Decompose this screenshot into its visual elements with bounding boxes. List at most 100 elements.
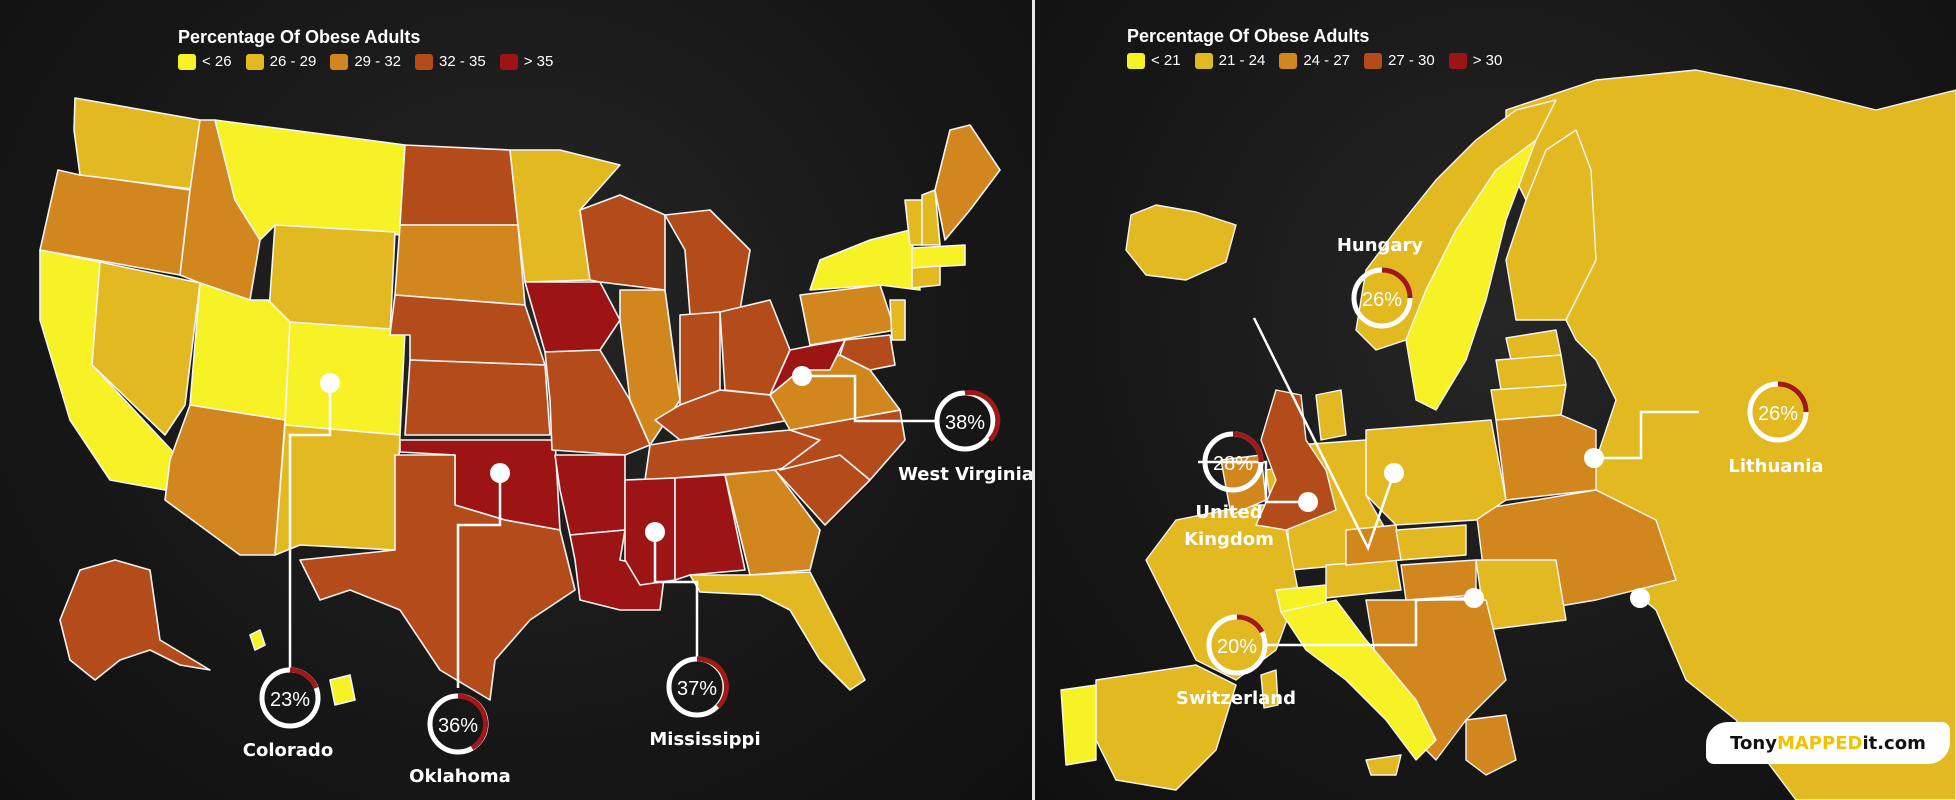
eu-legend-item: > 30 bbox=[1448, 52, 1503, 69]
state-alabama bbox=[674, 474, 746, 581]
callout-switzerland: 20% Switzerland bbox=[1176, 588, 1484, 709]
callout-label: West Virginia bbox=[898, 464, 1032, 485]
callout-label: Oklahoma bbox=[409, 766, 511, 787]
callout-value: 38% bbox=[945, 412, 985, 434]
state-new-hampshire bbox=[921, 189, 941, 246]
legend-swatch bbox=[1364, 52, 1383, 69]
us-legend-item: 32 - 35 bbox=[415, 53, 486, 70]
legend-swatch bbox=[245, 53, 264, 70]
legend-label: 32 - 35 bbox=[439, 53, 486, 70]
country-portugal bbox=[1060, 684, 1097, 766]
callout-united-kingdom: 28% United Kingdom bbox=[1184, 431, 1318, 550]
country-italy bbox=[1280, 599, 1437, 761]
callout-value: 26% bbox=[1362, 289, 1402, 311]
state-maine bbox=[934, 124, 1001, 241]
country-iceland bbox=[1125, 204, 1237, 281]
country-lithuania bbox=[1490, 384, 1567, 421]
state-connecticut bbox=[911, 265, 941, 289]
callout-hungary: 26% Hungary bbox=[1252, 235, 1424, 552]
callout-mississippi: 37% Mississippi bbox=[645, 522, 761, 750]
site-credit-logo: Tony MAPPED it.com bbox=[1706, 722, 1950, 764]
state-colorado bbox=[284, 321, 406, 436]
legend-swatch bbox=[1127, 52, 1145, 69]
us-legend: < 26 26 - 29 29 - 32 32 - 35 > 35 bbox=[178, 53, 553, 70]
eu-legend-item: 24 - 27 bbox=[1279, 52, 1350, 69]
callout-value: 37% bbox=[677, 678, 717, 700]
state-north-carolina bbox=[779, 409, 906, 481]
state-hawaii bbox=[249, 629, 356, 706]
state-texas bbox=[299, 454, 576, 701]
callout-lithuania: 26% Lithuania bbox=[1584, 381, 1824, 608]
callout-label: Hungary bbox=[1337, 235, 1424, 256]
legend-label: 27 - 30 bbox=[1388, 52, 1435, 69]
state-indiana bbox=[679, 311, 721, 406]
callout-label: Switzerland bbox=[1176, 688, 1296, 709]
legend-label: 21 - 24 bbox=[1218, 52, 1266, 69]
state-michigan bbox=[664, 209, 751, 316]
callout-west-virginia: 38% West Virginia bbox=[792, 366, 1032, 485]
us-choropleth-map: 23% Colorado 36% Oklahoma 37% Mississipp… bbox=[39, 97, 1032, 787]
state-massachusetts bbox=[911, 244, 966, 269]
credit-prefix: Tony bbox=[1730, 732, 1777, 754]
legend-swatch bbox=[1448, 52, 1467, 69]
us-legend-item: > 35 bbox=[499, 53, 553, 70]
country-sicily bbox=[1365, 754, 1402, 776]
state-nebraska bbox=[389, 294, 546, 366]
credit-highlight: MAPPED bbox=[1776, 732, 1863, 754]
callout-label-line1: United bbox=[1195, 502, 1262, 523]
us-legend-item: < 26 bbox=[178, 53, 232, 70]
legend-swatch bbox=[415, 53, 434, 70]
country-greece bbox=[1465, 714, 1517, 776]
us-legend-title: Percentage Of Obese Adults bbox=[178, 27, 421, 47]
callout-colorado: 23% Colorado bbox=[243, 373, 340, 761]
legend-swatch bbox=[499, 53, 518, 70]
state-north-dakota bbox=[399, 144, 519, 226]
state-georgia bbox=[724, 469, 821, 576]
panel-divider bbox=[1032, 0, 1035, 800]
state-new-jersey bbox=[889, 299, 906, 341]
country-latvia bbox=[1495, 354, 1567, 391]
legend-label: 29 - 32 bbox=[354, 53, 402, 70]
legend-label: < 26 bbox=[202, 53, 232, 70]
legend-label: < 21 bbox=[1151, 52, 1181, 69]
callout-value: 28% bbox=[1213, 453, 1253, 475]
state-new-mexico bbox=[274, 424, 401, 556]
country-belarus bbox=[1495, 414, 1597, 501]
legend-label: > 30 bbox=[1472, 52, 1503, 69]
callout-label: Colorado bbox=[243, 740, 333, 761]
europe-choropleth-map: 26% Hungary 28% United Kingdom 20% Switz… bbox=[1060, 69, 1956, 800]
state-alaska bbox=[59, 559, 211, 681]
us-legend-item: 26 - 29 bbox=[245, 53, 317, 70]
country-denmark bbox=[1315, 389, 1347, 441]
legend-swatch bbox=[1194, 52, 1213, 69]
eu-legend-item: < 21 bbox=[1127, 52, 1181, 69]
state-iowa bbox=[524, 281, 621, 353]
eu-legend-item: 27 - 30 bbox=[1364, 52, 1435, 69]
callout-label: Lithuania bbox=[1728, 456, 1823, 477]
state-arizona bbox=[164, 404, 286, 556]
callout-label: Mississippi bbox=[649, 729, 760, 750]
us-map-panel: Percentage Of Obese Adults < 26 26 - 29 … bbox=[0, 0, 1032, 800]
state-new-york bbox=[809, 229, 921, 291]
country-sweden bbox=[1405, 139, 1537, 411]
callout-value: 20% bbox=[1217, 636, 1257, 658]
state-kansas bbox=[404, 359, 551, 436]
state-louisiana bbox=[569, 529, 666, 611]
state-south-dakota bbox=[394, 224, 526, 306]
legend-swatch bbox=[330, 53, 349, 70]
country-spain bbox=[1095, 664, 1237, 791]
state-florida bbox=[689, 571, 866, 691]
state-wisconsin bbox=[579, 194, 666, 291]
country-sardinia bbox=[1260, 669, 1279, 709]
callout-value: 23% bbox=[270, 689, 310, 711]
legend-label: 26 - 29 bbox=[269, 53, 317, 70]
country-slovakia bbox=[1395, 524, 1467, 561]
legend-label: 24 - 27 bbox=[1303, 52, 1351, 69]
callout-value: 26% bbox=[1758, 403, 1798, 425]
callout-oklahoma: 36% Oklahoma bbox=[409, 463, 511, 787]
eu-legend-title: Percentage Of Obese Adults bbox=[1127, 26, 1370, 46]
legend-swatch bbox=[1279, 52, 1298, 69]
credit-suffix: it.com bbox=[1862, 732, 1926, 754]
eu-legend: < 21 21 - 24 24 - 27 27 - 30 > 30 bbox=[1127, 52, 1502, 69]
us-legend-item: 29 - 32 bbox=[330, 53, 401, 70]
